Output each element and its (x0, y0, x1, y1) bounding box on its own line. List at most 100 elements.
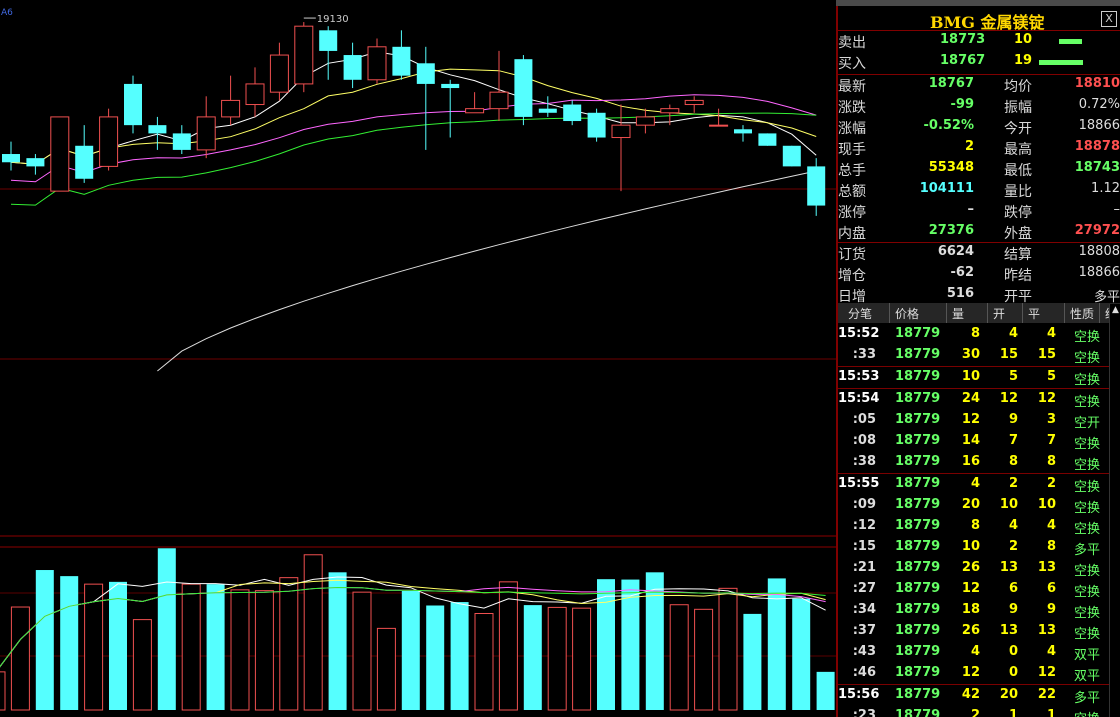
trade-time: 15:54 (838, 391, 880, 406)
ask-volume-bar (1059, 39, 1082, 44)
trade-nature: 空换 (1074, 458, 1101, 473)
volume-bar (303, 554, 323, 711)
ask-volume: 10 (1014, 32, 1033, 47)
kline-chart-area[interactable]: 19130 A6 (0, 0, 836, 717)
trade-header-col[interactable]: 平 (1028, 307, 1041, 321)
trade-time: :38 (852, 454, 876, 469)
quote-label: 最新 (838, 79, 866, 95)
trade-table-header: 分笔价格量开平性质统 (838, 303, 1120, 323)
trade-open: 4 (1008, 518, 1018, 533)
volume-ma-line (0, 576, 826, 668)
header-separator (889, 303, 890, 323)
quote-value: 27972 (1074, 223, 1120, 238)
trade-price: 18779 (895, 581, 941, 596)
trade-row[interactable]: :38 18779 16 8 8 空换 (838, 452, 1109, 473)
trade-row[interactable]: :27 18779 12 6 6 空换 (838, 579, 1109, 600)
candle-body-down (172, 133, 191, 150)
trade-row[interactable]: :37 18779 26 13 13 空换 (838, 621, 1109, 642)
panel-divider[interactable] (836, 6, 838, 717)
trade-open: 9 (1008, 602, 1018, 617)
volume-bar (450, 602, 469, 710)
volume-bar (109, 581, 127, 710)
trade-nature: 空换 (1074, 606, 1101, 621)
quote-label: 今开 (1004, 121, 1032, 137)
trade-row[interactable]: :43 18779 4 0 4 双平 (838, 642, 1109, 663)
trade-close: 3 (1046, 412, 1056, 427)
trade-row[interactable]: 15:54 18779 24 12 12 空换 (838, 388, 1109, 410)
trade-row[interactable]: :33 18779 30 15 15 空换 (838, 345, 1109, 366)
candle-body-down (26, 158, 45, 167)
trade-row[interactable]: 15:56 18779 42 20 22 多平 (838, 684, 1109, 706)
quote-value: 18767 (928, 76, 974, 91)
header-separator (1022, 303, 1023, 323)
trade-open: 9 (1008, 412, 1018, 427)
trade-row[interactable]: :23 18779 2 1 1 空换 (838, 706, 1109, 717)
trade-volume: 2 (970, 708, 980, 717)
trade-header-col[interactable]: 分笔 (848, 307, 873, 321)
close-button[interactable]: X (1101, 11, 1117, 27)
volume-bar (669, 604, 689, 711)
candle-body-up (684, 99, 704, 106)
trade-nature: 空换 (1074, 564, 1101, 579)
trade-row[interactable]: :34 18779 18 9 9 空换 (838, 600, 1109, 621)
volume-bar (279, 577, 299, 711)
trade-close: 13 (1037, 560, 1056, 575)
trade-volume: 12 (961, 665, 980, 680)
trade-volume: 14 (961, 433, 980, 448)
contract-title: BMG 金属镁锭 (930, 13, 1045, 32)
trade-row[interactable]: :09 18779 20 10 10 空换 (838, 495, 1109, 516)
trade-header-col[interactable]: 价格 (895, 307, 920, 321)
trade-row[interactable]: :05 18779 12 9 3 空开 (838, 410, 1109, 431)
peak-price-label: 19130 (317, 14, 349, 25)
ma-indicator-tag[interactable]: A6 (1, 8, 13, 18)
trade-header-col[interactable]: 量 (952, 307, 965, 321)
trade-row[interactable]: :08 18779 14 7 7 空换 (838, 431, 1109, 452)
scroll-up-icon[interactable]: ▲ (1112, 305, 1119, 315)
candle-body-down (782, 145, 801, 167)
trade-list[interactable]: 15:52 18779 8 4 4 空换:33 18779 30 15 15 空换 15:53 1877… (838, 324, 1109, 717)
candle-body-up (221, 99, 241, 118)
trade-time: :43 (852, 644, 876, 659)
trade-time: :08 (852, 433, 876, 448)
volume-bar (181, 583, 201, 711)
trade-volume: 10 (961, 369, 980, 384)
bid-label: 买入 (838, 56, 866, 72)
trade-close: 8 (1046, 539, 1056, 554)
trade-row[interactable]: 15:53 18779 10 5 5 空换 (838, 366, 1109, 388)
trade-close: 15 (1037, 347, 1056, 362)
quote-row: 日增 516 开平 多平 (838, 285, 1120, 306)
trade-row[interactable]: :15 18779 10 2 8 多平 (838, 537, 1109, 558)
trade-close: 5 (1046, 369, 1056, 384)
trade-row[interactable]: :46 18779 12 0 12 双平 (838, 663, 1109, 684)
trade-open: 15 (999, 347, 1018, 362)
trade-header-col[interactable]: 性质 (1070, 307, 1095, 321)
quote-value: 6624 (937, 244, 974, 259)
trade-row[interactable]: 15:55 18779 4 2 2 空换 (838, 473, 1109, 495)
header-separator (987, 303, 988, 323)
quote-row: 涨停 – 跌停 – (838, 201, 1120, 222)
trade-price: 18779 (895, 433, 941, 448)
trade-row[interactable]: :12 18779 8 4 4 空换 (838, 516, 1109, 537)
trade-close: 13 (1037, 623, 1056, 638)
trade-scrollbar[interactable]: ▲ (1109, 304, 1120, 717)
trade-header-col[interactable]: 开 (993, 307, 1006, 321)
volume-bar (230, 589, 250, 711)
candle-body-down (587, 112, 606, 138)
volume-bar (254, 590, 274, 711)
trade-volume: 12 (961, 412, 980, 427)
quote-value: 1.12 (1091, 181, 1120, 196)
trade-row[interactable]: :21 18779 26 13 13 空换 (838, 558, 1109, 579)
trade-price: 18779 (895, 560, 941, 575)
trade-nature: 空换 (1074, 501, 1101, 516)
trade-nature: 空换 (1074, 708, 1100, 717)
volume-bar (328, 572, 347, 710)
trade-nature: 空换 (1074, 437, 1101, 452)
trade-close: 2 (1046, 476, 1056, 491)
bid-volume-bar (1039, 60, 1083, 65)
trade-row[interactable]: 15:52 18779 8 4 4 空换 (838, 324, 1109, 345)
trade-nature: 空换 (1074, 522, 1101, 537)
candle-body-down (392, 46, 411, 76)
trade-nature: 空换 (1074, 627, 1101, 642)
kline-chart-svg[interactable]: 19130 (0, 6, 836, 717)
trade-close: 12 (1037, 391, 1056, 406)
